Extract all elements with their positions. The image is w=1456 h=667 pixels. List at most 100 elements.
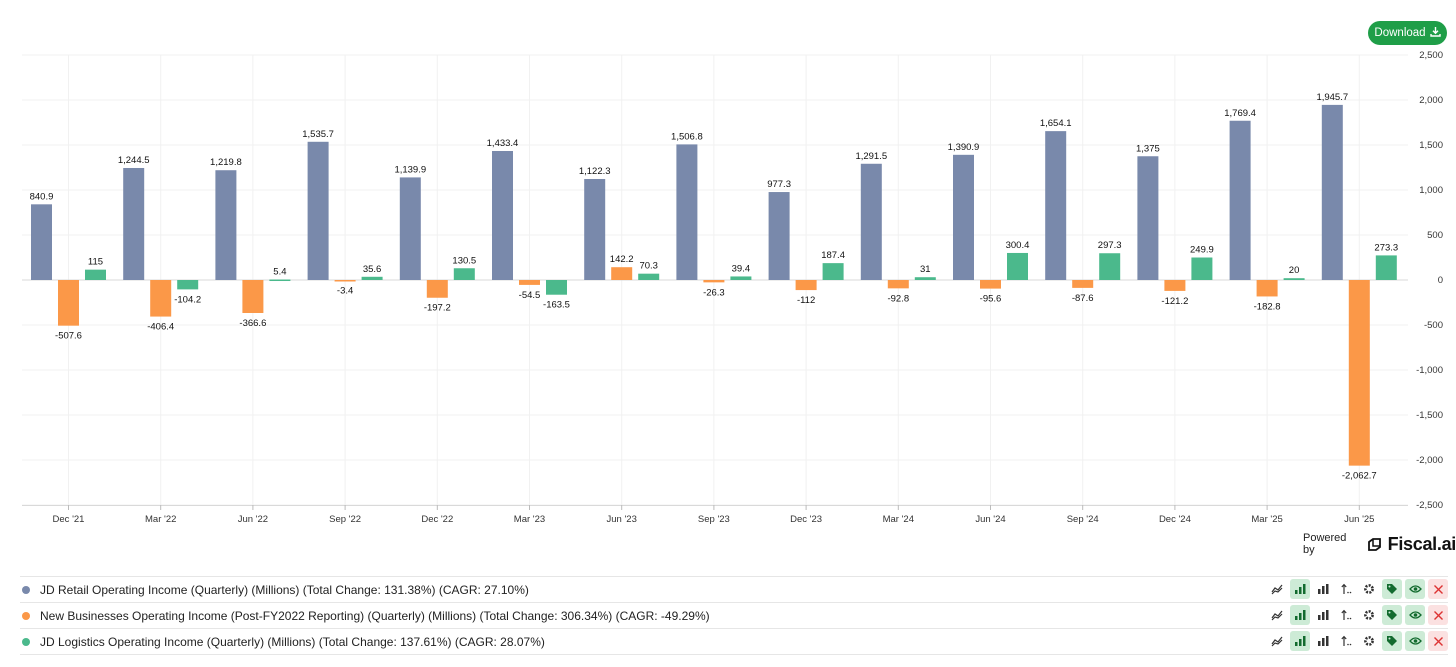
y-tick-label: 2,000 xyxy=(1419,95,1443,106)
bar-chart-button[interactable] xyxy=(1290,579,1310,599)
bar-chart-icon xyxy=(1294,609,1306,621)
bar-0 xyxy=(1137,156,1159,280)
gear-button[interactable] xyxy=(1359,579,1379,599)
bar-chart-button[interactable] xyxy=(1290,631,1310,651)
x-tick-label: Jun '24 xyxy=(975,514,1005,525)
bar-2 xyxy=(1375,255,1397,280)
legend-dot xyxy=(22,637,30,646)
stacked-bar-button[interactable] xyxy=(1313,579,1333,599)
row-tools xyxy=(1267,579,1448,599)
data-label: 1,945.7 xyxy=(1316,92,1348,103)
data-label: 115 xyxy=(88,257,103,268)
data-label: 31 xyxy=(920,264,931,275)
data-label: 300.4 xyxy=(1006,240,1030,251)
sort-icon xyxy=(1340,609,1352,621)
eye-button[interactable] xyxy=(1405,579,1425,599)
close-button[interactable] xyxy=(1428,631,1448,651)
brand-name: Fiscal.ai xyxy=(1387,533,1456,554)
legend-label: JD Logistics Operating Income (Quarterly… xyxy=(40,634,545,649)
eye-button[interactable] xyxy=(1405,631,1425,651)
data-label: -182.8 xyxy=(1254,301,1281,312)
bar-0 xyxy=(399,177,421,280)
data-label: 977.3 xyxy=(767,179,791,190)
bar-2 xyxy=(85,269,106,280)
bar-0 xyxy=(215,170,237,280)
close-button[interactable] xyxy=(1428,605,1448,625)
gear-button[interactable] xyxy=(1359,605,1379,625)
data-label: 1,654.1 xyxy=(1040,118,1072,129)
bar-chart-button[interactable] xyxy=(1290,605,1310,625)
legend-dot xyxy=(22,585,30,594)
tag-button[interactable] xyxy=(1382,605,1402,625)
data-label: -197.2 xyxy=(424,303,451,314)
bar-2 xyxy=(914,277,936,280)
data-label: 187.4 xyxy=(821,250,845,261)
data-label: -92.8 xyxy=(887,293,909,304)
legend-row-new-businesses[interactable]: New Businesses Operating Income (Post-FY… xyxy=(20,603,1448,629)
legend-row-jd-retail[interactable]: JD Retail Operating Income (Quarterly) (… xyxy=(20,577,1448,603)
data-label: -112 xyxy=(797,295,815,306)
data-label: 1,244.5 xyxy=(118,155,150,166)
sort-button[interactable] xyxy=(1336,631,1356,651)
data-label: 297.3 xyxy=(1098,240,1122,251)
powered-by-label: Powered by xyxy=(1303,532,1347,556)
data-label: 1,122.3 xyxy=(579,166,611,177)
data-label: 1,433.4 xyxy=(487,138,519,149)
data-label: -366.6 xyxy=(239,318,266,329)
stacked-bar-icon xyxy=(1317,609,1329,621)
sort-button[interactable] xyxy=(1336,605,1356,625)
x-tick-label: Sep '22 xyxy=(329,514,361,525)
download-button[interactable]: Download xyxy=(1368,21,1447,45)
line-chart-button[interactable] xyxy=(1267,605,1287,625)
bar-0 xyxy=(1229,120,1251,280)
bar-0 xyxy=(676,144,698,280)
data-label: 1,375 xyxy=(1136,143,1160,154)
data-label: -507.6 xyxy=(55,331,82,342)
bar-1 xyxy=(887,280,909,289)
bar-2 xyxy=(177,280,199,290)
data-label: 5.4 xyxy=(273,267,286,278)
eye-button[interactable] xyxy=(1405,605,1425,625)
data-label: -406.4 xyxy=(147,322,174,333)
bar-1 xyxy=(242,280,264,313)
line-chart-button[interactable] xyxy=(1267,579,1287,599)
stacked-bar-button[interactable] xyxy=(1313,631,1333,651)
series-legend: JD Retail Operating Income (Quarterly) (… xyxy=(20,576,1448,655)
bar-2 xyxy=(1099,253,1121,280)
legend-row-jd-logistics[interactable]: JD Logistics Operating Income (Quarterly… xyxy=(20,629,1448,655)
close-button[interactable] xyxy=(1428,579,1448,599)
sort-button[interactable] xyxy=(1336,579,1356,599)
gear-icon xyxy=(1363,609,1375,621)
close-icon xyxy=(1433,636,1444,647)
legend-label: JD Retail Operating Income (Quarterly) (… xyxy=(40,582,529,597)
data-label: -26.3 xyxy=(703,287,725,298)
stacked-bar-icon xyxy=(1317,635,1329,647)
bar-2 xyxy=(1283,278,1305,280)
gear-icon xyxy=(1363,583,1375,595)
line-chart-button[interactable] xyxy=(1267,631,1287,651)
bar-1 xyxy=(334,280,356,282)
data-label: -104.2 xyxy=(174,294,201,305)
close-icon xyxy=(1433,610,1444,621)
x-tick-label: Sep '24 xyxy=(1067,514,1099,525)
tag-button[interactable] xyxy=(1382,631,1402,651)
close-icon xyxy=(1433,584,1444,595)
bar-0 xyxy=(953,154,974,280)
powered-by[interactable]: Powered by Fiscal.ai xyxy=(1303,532,1456,556)
bar-1 xyxy=(150,280,172,317)
data-label: 1,291.5 xyxy=(855,151,887,162)
bar-chart-icon xyxy=(1294,583,1306,595)
y-tick-label: 1,000 xyxy=(1419,185,1443,196)
line-chart-icon xyxy=(1271,635,1283,647)
x-tick-label: Mar '25 xyxy=(1251,514,1282,525)
data-label: 130.5 xyxy=(452,255,476,266)
download-icon xyxy=(1429,26,1441,40)
y-tick-label: 500 xyxy=(1427,230,1443,241)
bar-1 xyxy=(1256,280,1278,297)
gear-button[interactable] xyxy=(1359,631,1379,651)
legend-label: New Businesses Operating Income (Post-FY… xyxy=(40,608,710,623)
tag-button[interactable] xyxy=(1382,579,1402,599)
data-label: 249.9 xyxy=(1190,245,1214,256)
eye-icon xyxy=(1408,635,1422,647)
stacked-bar-button[interactable] xyxy=(1313,605,1333,625)
